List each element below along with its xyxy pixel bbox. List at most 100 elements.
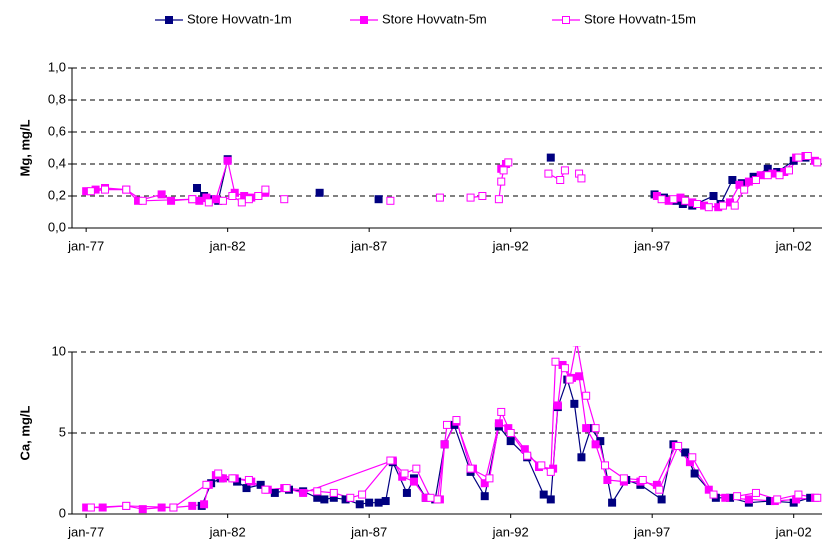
data-point — [374, 195, 383, 204]
data-point — [784, 166, 793, 175]
data-point — [553, 401, 562, 410]
data-point — [603, 475, 612, 484]
data-point — [426, 493, 435, 502]
data-point — [560, 364, 569, 373]
data-point — [730, 201, 739, 210]
y-tick-label: 1,0 — [48, 59, 66, 74]
data-point — [485, 474, 494, 483]
data-point — [400, 469, 409, 478]
data-point — [735, 180, 744, 189]
x-tick-label: jan-97 — [633, 238, 670, 253]
data-point — [744, 177, 753, 186]
data-point — [544, 169, 553, 178]
data-point — [223, 156, 232, 165]
data-point — [188, 195, 197, 204]
data-point — [315, 188, 324, 197]
data-point — [582, 391, 591, 400]
x-tick-label: jan-77 — [67, 238, 104, 253]
data-point — [506, 437, 515, 446]
data-point — [638, 475, 647, 484]
legend-label: Store Hovvatn-5m — [382, 11, 487, 26]
x-tick-label: jan-82 — [209, 238, 246, 253]
data-point — [320, 495, 329, 504]
data-point — [709, 490, 718, 499]
data-point — [794, 490, 803, 499]
data-point — [803, 152, 812, 160]
plot — [82, 346, 822, 514]
data-point — [709, 192, 718, 200]
data-point — [218, 196, 227, 205]
data-point — [195, 196, 204, 205]
data-point — [244, 195, 253, 204]
data-point — [577, 174, 586, 183]
data-point — [688, 453, 697, 462]
data-point — [214, 469, 223, 478]
data-point — [480, 479, 489, 488]
data-point — [211, 195, 220, 204]
data-point — [657, 495, 666, 504]
x-tick-label: jan-87 — [350, 524, 387, 539]
data-point — [157, 190, 166, 199]
data-point — [254, 192, 263, 200]
legend-label: Store Hovvatn-1m — [187, 11, 292, 26]
y-tick-label: 0,4 — [48, 155, 66, 170]
data-point — [329, 488, 338, 497]
data-point — [537, 461, 546, 470]
data-point — [355, 500, 364, 509]
data-point — [193, 184, 201, 192]
data-point — [188, 501, 197, 510]
data-point — [466, 193, 475, 202]
data-point — [101, 185, 110, 194]
y-tick-label: 5 — [59, 424, 66, 439]
data-point — [270, 488, 279, 497]
data-point — [813, 158, 822, 167]
data-point — [551, 357, 560, 366]
data-point — [452, 416, 461, 425]
data-point — [466, 464, 475, 473]
data-point — [591, 440, 600, 449]
data-point — [480, 492, 489, 501]
data-point — [775, 171, 784, 180]
x-tick-label: jan-97 — [633, 524, 670, 539]
data-point — [346, 493, 355, 502]
data-point — [282, 484, 291, 493]
data-point — [704, 485, 713, 494]
legend-marker — [165, 16, 173, 24]
data-point — [575, 372, 584, 381]
data-point — [204, 198, 213, 207]
data-point — [813, 493, 822, 502]
data-point — [242, 484, 251, 493]
y-tick-label: 0,6 — [48, 123, 66, 138]
data-point — [138, 196, 147, 205]
data-point — [763, 171, 772, 180]
data-point — [386, 456, 395, 465]
data-point — [435, 193, 444, 202]
data-point — [280, 195, 289, 204]
data-point — [202, 480, 211, 489]
legend-marker — [562, 16, 570, 24]
data-point — [560, 166, 569, 175]
data-point — [86, 503, 95, 512]
y-tick-label: 0 — [59, 505, 66, 520]
data-point — [520, 445, 529, 454]
data-point — [157, 503, 166, 512]
data-point — [244, 475, 253, 484]
data-point — [704, 203, 713, 212]
x-tick-label: jan-02 — [775, 238, 812, 253]
data-point — [365, 498, 374, 507]
data-point — [497, 407, 506, 416]
y-axis-title: Mg, mg/L — [17, 119, 32, 176]
data-point — [794, 153, 803, 162]
data-point — [412, 464, 421, 473]
data-point — [565, 375, 574, 384]
data-point — [313, 487, 322, 496]
data-point — [409, 477, 418, 486]
y-tick-label: 0,0 — [48, 219, 66, 234]
data-point — [718, 201, 727, 210]
data-point — [773, 495, 782, 504]
data-point — [523, 451, 532, 460]
legend-marker — [360, 16, 368, 24]
data-point — [218, 474, 227, 483]
data-point — [299, 488, 308, 497]
